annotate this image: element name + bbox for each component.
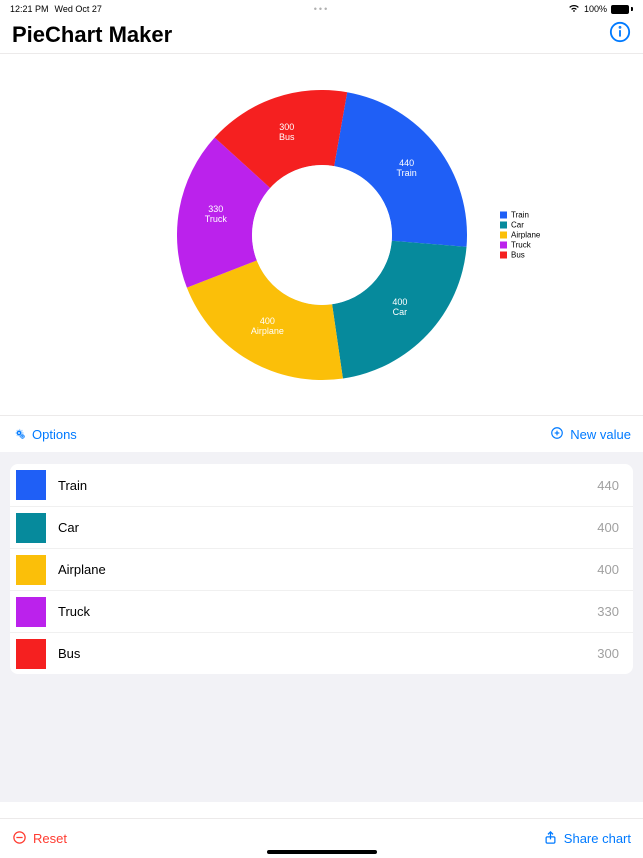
new-value-label: New value (570, 427, 631, 442)
new-value-button[interactable]: New value (550, 426, 631, 443)
legend-item: Car (500, 220, 540, 229)
list-item[interactable]: Train 440 (10, 464, 633, 506)
list-item[interactable]: Bus 300 (10, 632, 633, 674)
slice-label: 400Airplane (251, 318, 284, 338)
legend-item: Truck (500, 240, 540, 249)
home-indicator (267, 850, 377, 854)
row-value: 400 (597, 520, 619, 535)
options-button[interactable]: Options (12, 426, 77, 443)
multitask-dots-icon: ••• (314, 4, 329, 14)
legend-label: Airplane (511, 230, 540, 239)
list-item[interactable]: Truck 330 (10, 590, 633, 632)
row-swatch (16, 513, 46, 543)
legend-swatch (500, 221, 507, 228)
options-label: Options (32, 427, 77, 442)
legend-item: Train (500, 210, 540, 219)
slice-label: 400Car (392, 298, 407, 318)
row-label: Train (58, 478, 597, 493)
legend-label: Train (511, 210, 529, 219)
legend-swatch (500, 211, 507, 218)
status-date: Wed Oct 27 (55, 4, 102, 14)
legend-swatch (500, 231, 507, 238)
reset-label: Reset (33, 831, 67, 846)
gear-icon (12, 426, 26, 443)
row-label: Airplane (58, 562, 597, 577)
row-label: Car (58, 520, 597, 535)
share-label: Share chart (564, 831, 631, 846)
legend-swatch (500, 251, 507, 258)
list-item[interactable]: Airplane 400 (10, 548, 633, 590)
chart-area: 440Train400Car400Airplane330Truck300Bus … (0, 54, 643, 416)
legend-label: Truck (511, 240, 531, 249)
row-value: 440 (597, 478, 619, 493)
legend-label: Car (511, 220, 524, 229)
donut-chart: 440Train 400Car 400Airplane 330Truck 300Bus (177, 90, 467, 380)
slice-label: 300Bus (279, 123, 295, 143)
row-swatch (16, 639, 46, 669)
row-swatch (16, 555, 46, 585)
legend: TrainCarAirplaneTruckBus (500, 209, 540, 260)
status-bar: 12:21 PM Wed Oct 27 ••• 100% (0, 0, 643, 16)
plus-circle-icon (550, 426, 564, 443)
wifi-icon (568, 4, 580, 15)
row-value: 400 (597, 562, 619, 577)
legend-item: Airplane (500, 230, 540, 239)
status-time: 12:21 PM (10, 4, 49, 14)
row-label: Truck (58, 604, 597, 619)
slice-label: 440Train (397, 159, 417, 179)
page-title: PieChart Maker (12, 22, 172, 48)
row-value: 330 (597, 604, 619, 619)
battery-percent: 100% (584, 4, 607, 14)
list-item[interactable]: Car 400 (10, 506, 633, 548)
share-icon (543, 830, 558, 848)
reset-button[interactable]: Reset (12, 830, 67, 848)
legend-item: Bus (500, 250, 540, 259)
row-swatch (16, 597, 46, 627)
share-button[interactable]: Share chart (543, 830, 631, 848)
values-list: Train 440 Car 400 Airplane 400 Truck 330… (10, 464, 633, 674)
info-button[interactable] (609, 21, 631, 48)
slice-label: 330Truck (205, 205, 227, 225)
reset-icon (12, 830, 27, 848)
row-value: 300 (597, 646, 619, 661)
battery-icon (611, 5, 633, 14)
legend-label: Bus (511, 250, 525, 259)
row-swatch (16, 470, 46, 500)
legend-swatch (500, 241, 507, 248)
row-label: Bus (58, 646, 597, 661)
